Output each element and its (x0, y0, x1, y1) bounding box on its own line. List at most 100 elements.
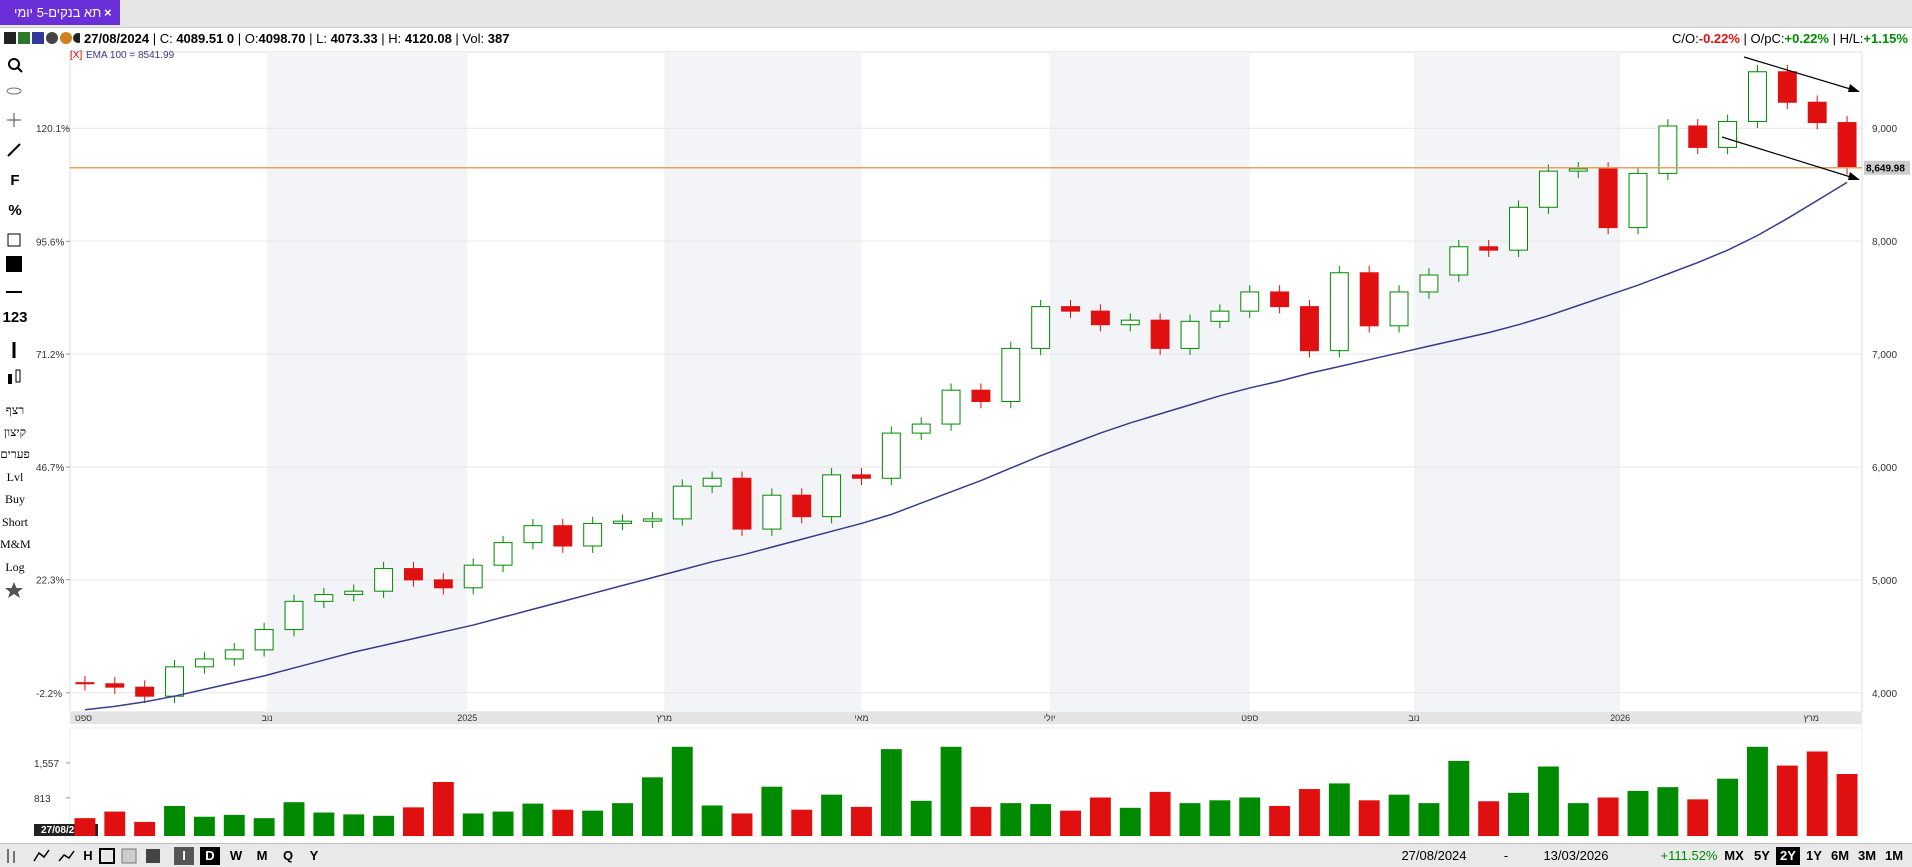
interval-button[interactable]: H (83, 848, 93, 863)
tool-button[interactable]: Buy (4, 492, 25, 506)
volume-bar (1806, 751, 1828, 836)
period-band (1049, 52, 1250, 712)
value: 4073.33 (330, 31, 378, 46)
candle-body (852, 474, 871, 479)
chart: ספט נוב 2025 מרץ מאי יולי ספט נוב 2026 מרץ 4,000 5,… (34, 50, 1910, 837)
interval-button[interactable]: D (200, 847, 220, 865)
tool-button[interactable]: Log (5, 560, 25, 574)
tab-bar: תא בנקים-5 יומי × (0, 0, 1912, 28)
volume-tick-label: 813 (34, 794, 51, 805)
candle-body (702, 477, 722, 487)
volume-bar (761, 786, 783, 836)
volume-bar (432, 782, 454, 836)
date-range[interactable]: 13/03/2026 (1543, 848, 1609, 863)
volume-date: 27/08/2024 (41, 825, 91, 836)
candle-body (314, 594, 334, 602)
interval-button[interactable]: I (174, 847, 194, 865)
value: +0.22% (1784, 31, 1829, 46)
volume-bar (313, 812, 335, 836)
trend-line (1743, 56, 1858, 92)
tool-button[interactable]: F (10, 172, 20, 189)
volume-bar (1358, 800, 1380, 836)
tool-button[interactable]: פערים (0, 447, 30, 461)
volume-bar (1717, 778, 1739, 836)
volume-bar (1567, 803, 1589, 836)
candle-body (344, 590, 364, 596)
candle-body (613, 520, 632, 524)
value: 4089.51 0 (176, 31, 235, 46)
tool-button[interactable]: קיצון (4, 425, 26, 439)
candle-body (1628, 172, 1648, 229)
volume-bar (373, 815, 395, 836)
tool-button[interactable]: Lvl (6, 470, 24, 484)
volume-bar (641, 777, 663, 836)
candle-body (1748, 71, 1767, 122)
volume-bar (1328, 783, 1350, 836)
ema-label: EMA 100 = 8541.99 (86, 50, 175, 61)
tool-button[interactable]: רצף (5, 403, 25, 417)
label: H/L: (1839, 31, 1864, 46)
tab-close[interactable]: × (104, 5, 112, 20)
tab[interactable]: תא בנקים-5 יומי × (0, 0, 120, 25)
candle-body (1479, 246, 1499, 251)
candle-body (284, 600, 304, 631)
range-button[interactable]: 5Y (1754, 848, 1770, 863)
y2-tick-label: 95.6% (36, 237, 64, 248)
date-range[interactable]: - (1503, 848, 1509, 863)
volume-bar (1418, 803, 1440, 836)
candle-body (911, 423, 931, 434)
period-band (1414, 52, 1621, 712)
range-button[interactable]: 1Y (1806, 848, 1822, 863)
tool-button[interactable]: M&M (0, 537, 31, 551)
y2-tick-label: 46.7% (36, 463, 64, 474)
tool-button[interactable]: Short (1, 515, 28, 529)
range-button[interactable]: MX (1724, 848, 1744, 863)
candle-body (1658, 125, 1678, 174)
range-button[interactable]: 2Y (1776, 847, 1800, 865)
info-icons (4, 32, 80, 44)
interval-button[interactable]: Y (309, 848, 319, 863)
volume-bar (1687, 799, 1709, 836)
range-button[interactable]: 1M (1884, 848, 1904, 863)
y2-tick-label: -2.2% (36, 689, 62, 700)
period-band (664, 52, 862, 712)
candle-body (1090, 310, 1110, 326)
left-toolbar: F% 123 רצף קיצון פערים Lvl Buy Short M&M Log (0, 52, 31, 612)
candle-body (105, 683, 125, 688)
candle-body (732, 477, 752, 530)
volume-bar (1448, 760, 1470, 836)
volume-bar (1836, 774, 1858, 836)
volume-bar (223, 814, 245, 836)
x-tick-label: 2026 (1610, 713, 1630, 723)
range-button[interactable]: 3M (1857, 848, 1877, 863)
volume-bar (1060, 810, 1081, 836)
candle-body (1449, 246, 1469, 276)
candle-body (165, 666, 184, 697)
info-bar: 27/08/2024 | C: 4089.51 0 | O:4098.70 | … (0, 28, 1912, 50)
candle-body (1300, 306, 1319, 352)
value: 387 (487, 31, 510, 46)
ema-tag[interactable]: [X] (70, 50, 82, 61)
candle-body (1180, 320, 1200, 349)
candle-body (1150, 319, 1170, 349)
tool-button[interactable]: 123 (2, 309, 28, 326)
volume-bar (1508, 792, 1529, 836)
range-button[interactable]: 6M (1830, 848, 1850, 863)
interval-button[interactable]: M (256, 848, 268, 863)
x-tick-label: יולי (1044, 713, 1056, 723)
interval-button[interactable]: W (229, 848, 243, 863)
volume-bar (1209, 800, 1231, 836)
candle-body (1001, 347, 1021, 402)
candle-body (583, 522, 603, 547)
trend-line (1721, 136, 1858, 180)
date-range[interactable]: 27/08/2024 (1401, 848, 1467, 863)
candle-body (374, 568, 394, 592)
value: -0.22% (1698, 31, 1740, 46)
tool-button[interactable]: % (8, 202, 22, 219)
volume-bar (970, 806, 992, 836)
volume-bar (343, 814, 365, 836)
last-price-box (1864, 160, 1910, 175)
candle-body (1807, 101, 1827, 124)
candle-body (1270, 291, 1290, 308)
interval-button[interactable]: Q (282, 848, 294, 863)
